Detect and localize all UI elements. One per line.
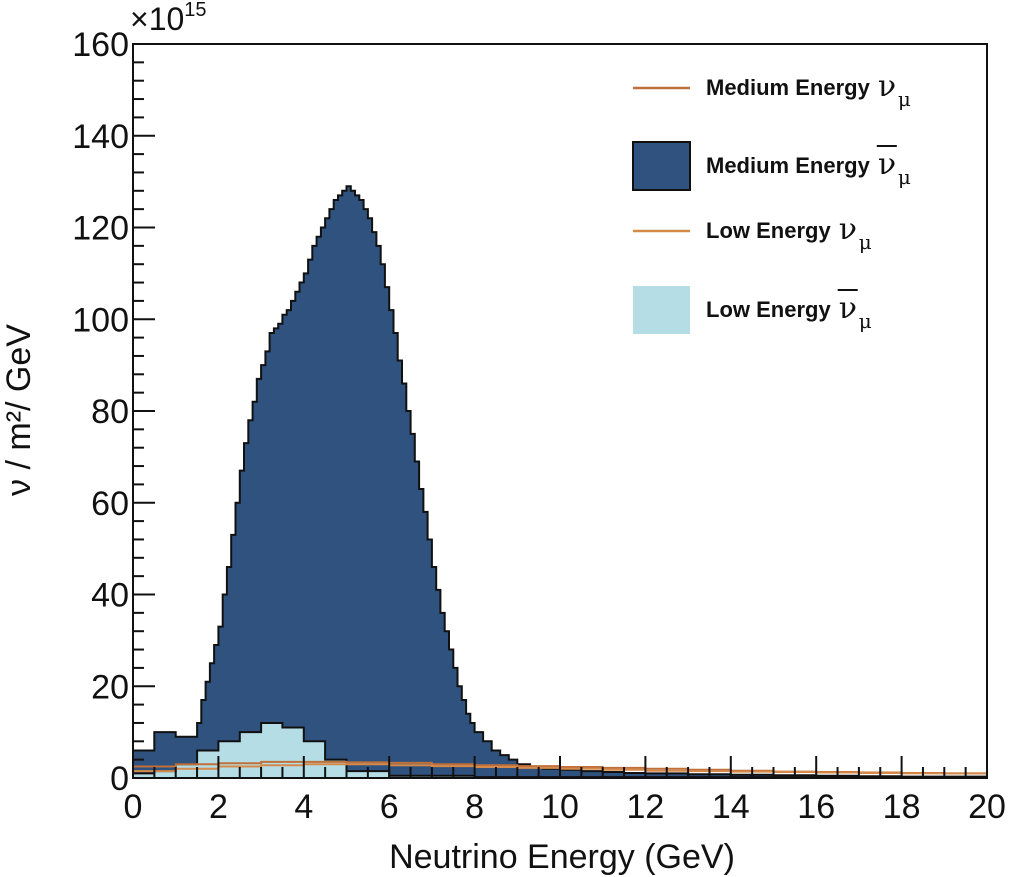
x-tick-label: 20 [968,788,1006,826]
legend-mu-subscript: μ [898,165,911,189]
x-tick-label: 2 [209,788,228,826]
series-area-0 [132,185,988,779]
legend-nu-symbol: ν [839,291,857,326]
filled-series-group [132,185,988,779]
y-axis-multiplier: ×1015 [130,0,207,37]
legend-label: Medium Energy [706,153,871,178]
y-tick-label: 0 [110,760,129,798]
y-tick-label: 60 [91,485,129,523]
legend-label: Low Energy [706,297,831,322]
legend-mu-subscript: μ [859,230,872,254]
x-tick-label: 10 [541,788,579,826]
y-tick-label: 140 [72,118,129,156]
legend-label: Medium Energy [706,75,871,100]
legend-label: Low Energy [706,218,831,243]
y-tick-label: 120 [72,210,129,248]
x-tick-label: 14 [712,788,750,826]
y-tick-label: 80 [91,393,129,431]
legend-nu-symbol: ν [878,147,896,182]
y-tick-label: 160 [72,26,129,64]
legend-mu-subscript: μ [898,87,911,111]
x-axis-title: Neutrino Energy (GeV) [389,838,735,876]
legend-nu-symbol: ν [878,69,896,104]
legend-fill-swatch [632,141,691,191]
y-tick-label: 40 [91,577,129,615]
x-tick-label: 18 [883,788,921,826]
x-tick-label: 12 [626,788,664,826]
y-multiplier-exponent: 15 [184,0,206,21]
legend-fill-swatch [633,286,690,334]
x-tick-label: 4 [294,788,313,826]
x-tick-label: 0 [124,788,143,826]
y-axis-title: ν / m²/ GeV [0,324,38,496]
x-tick-label: 16 [797,788,835,826]
legend-mu-subscript: μ [859,309,872,333]
y-multiplier-base: ×10 [130,1,184,37]
axis-ticks-group: 0 2 4 6 8 10 12 14 16 18 20 0 20 40 60 80 100 120 140 160 [72,26,1006,826]
x-tick-label: 6 [380,788,399,826]
x-tick-label: 8 [465,788,484,826]
legend-nu-symbol: ν [839,212,857,247]
y-tick-label: 20 [91,668,129,706]
y-tick-label: 100 [72,301,129,339]
